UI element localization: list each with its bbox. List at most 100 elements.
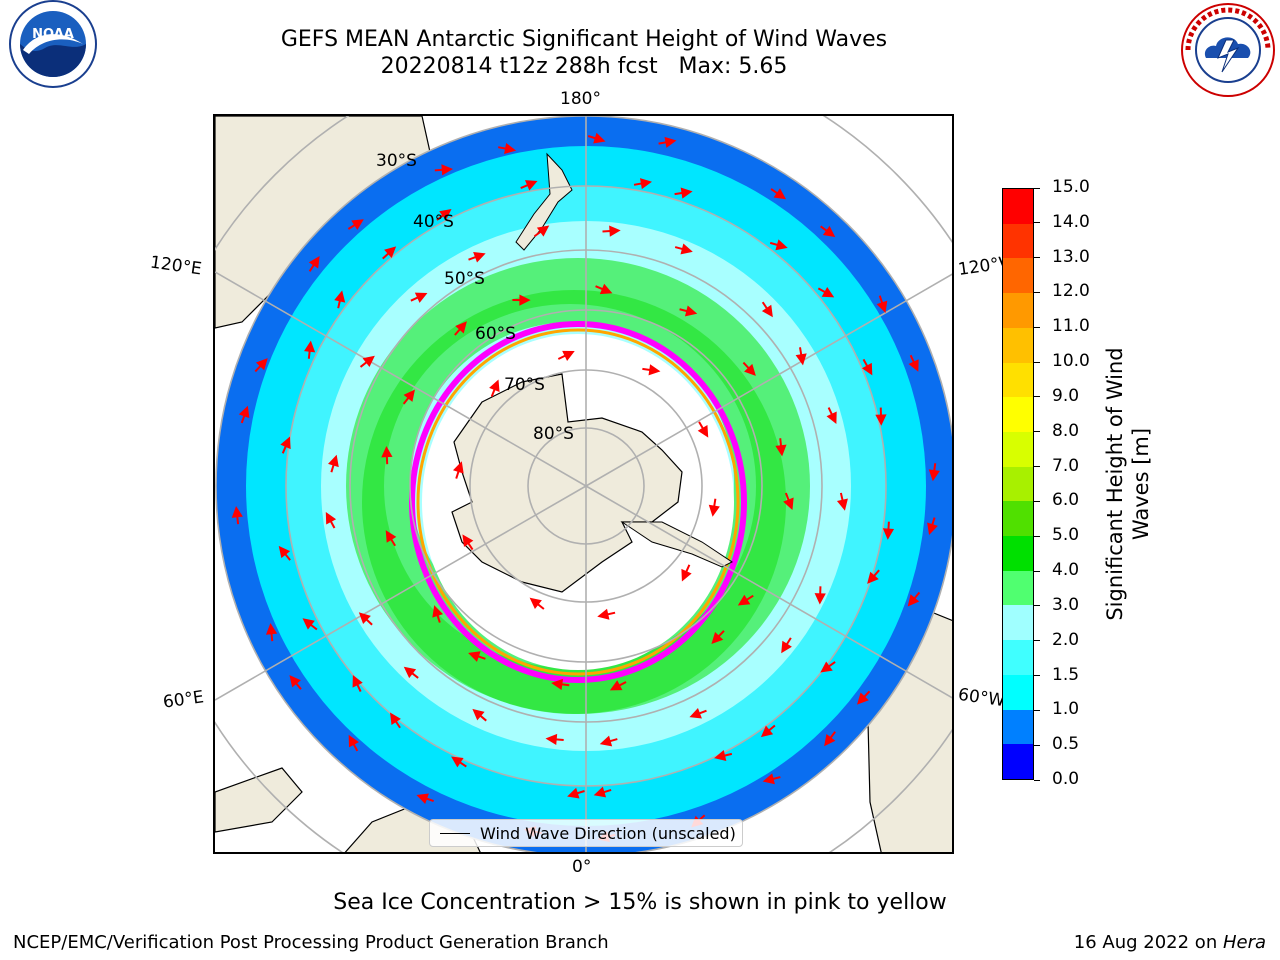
wind-arrow-head [820, 661, 833, 673]
wind-arrow-head [907, 594, 920, 607]
wind-arrow-head [238, 405, 250, 419]
noaa-logo-text: NOAA [32, 27, 74, 42]
wind-arrow-head [473, 251, 486, 263]
colorbar-label-line1: Significant Height of Wind [1103, 347, 1127, 621]
legend-line-sample [440, 833, 470, 834]
colorbar-tick-label: 14.0 [1052, 211, 1090, 232]
wind-wave-arrows [231, 132, 940, 843]
wind-arrow-head [562, 350, 575, 361]
colorbar-tick-label: 11.0 [1052, 316, 1090, 337]
wind-arrow-head [737, 594, 751, 606]
lon-label-180: 180° [560, 89, 601, 109]
colorbar-tick [1034, 431, 1040, 433]
wind-arrow-head [265, 623, 278, 635]
wind-arrow-head [384, 246, 397, 259]
colorbar-label: Significant Height of Wind Waves [m] [1102, 284, 1154, 684]
wind-arrow-head [381, 445, 393, 458]
noaa-logo: NOAA [9, 0, 97, 88]
wind-arrow-head [452, 461, 464, 474]
colorbar-tick [1034, 640, 1040, 642]
wind-arrow-head [664, 136, 677, 148]
wind-arrow-head [599, 735, 613, 747]
colorbar-bin [1003, 501, 1033, 537]
colorbar-tick [1034, 779, 1040, 781]
wind-arrow-head [697, 425, 709, 438]
wind-arrow-head [468, 651, 481, 662]
wind-arrow-head [711, 632, 724, 645]
wind-arrow-head [775, 239, 788, 251]
wind-arrow-head [352, 675, 363, 688]
wind-arrow-head [334, 290, 346, 303]
chart-title-line2: 20220814 t12z 288h fcst Max: 5.65 [380, 54, 788, 79]
wind-arrow-head [708, 504, 720, 517]
wind-arrow-head [519, 294, 531, 306]
wind-arrow-head [472, 708, 485, 721]
wind-arrow-head [567, 787, 580, 799]
colorbar-tick-label: 15.0 [1052, 177, 1090, 197]
colorbar-tick [1034, 257, 1040, 259]
lat-label-60s: 60°S [475, 324, 516, 344]
colorbar-bin [1003, 431, 1033, 467]
colorbar-tick-label: 1.5 [1052, 664, 1080, 685]
colorbar-tick-label: 12.0 [1052, 281, 1090, 302]
colorbar-tick [1034, 466, 1040, 468]
wind-arrow-head [304, 340, 316, 353]
wind-arrow-head [680, 187, 693, 199]
colorbar-bin [1003, 293, 1033, 328]
colorbar-bin [1003, 189, 1033, 224]
wind-arrow-head [928, 469, 940, 482]
colorbar-tick-label: 5.0 [1052, 525, 1080, 546]
wind-arrow-head [836, 498, 848, 511]
wind-arrow-head [302, 618, 315, 630]
antarctica-land [451, 373, 683, 593]
colorbar-tick [1034, 222, 1040, 224]
wind-arrow-head [714, 750, 727, 761]
lon-label-120e: 120°E [148, 252, 203, 280]
wind-arrow-head [280, 436, 291, 450]
colorbar-bin [1003, 327, 1033, 363]
wind-arrow-head [821, 286, 835, 298]
colorbar-label-line2: Waves [m] [1129, 427, 1153, 541]
wind-arrow-head [362, 355, 375, 368]
wind-arrow-head [867, 571, 879, 584]
wind-arrow-head [551, 678, 564, 690]
colorbar-tick [1034, 709, 1040, 711]
colorbar-bin [1003, 570, 1033, 606]
colorbar-tick-label: 0.5 [1052, 734, 1080, 755]
map-legend: Wind Wave Direction (unscaled) [429, 819, 743, 847]
wind-arrow-head [814, 593, 826, 605]
wind-arrow-head [861, 362, 873, 376]
colorbar-bin [1003, 258, 1033, 294]
wind-arrow-head [593, 786, 607, 798]
colorbar-tick-label: 4.0 [1052, 560, 1080, 581]
footer-date: 16 Aug 2022 on Hera [1074, 932, 1266, 953]
colorbar-tick-label: 3.0 [1052, 594, 1080, 615]
wind-arrow-head [351, 219, 364, 231]
colorbar-bin [1003, 605, 1033, 641]
wind-arrow-head [289, 675, 301, 688]
wind-arrow-head [639, 178, 652, 190]
wind-arrow-head [385, 530, 397, 543]
wind-arrow-head [762, 773, 775, 785]
wind-arrow-head [824, 733, 836, 747]
colorbar-bin [1003, 397, 1033, 432]
wind-arrow-head [927, 522, 938, 535]
wind-arrow-head [681, 568, 692, 582]
wind-arrow-head [875, 414, 887, 426]
legend-label: Wind Wave Direction (unscaled) [480, 824, 736, 843]
lat-label-80s: 80°S [533, 424, 574, 444]
wind-arrow-head [462, 534, 474, 547]
wind-arrow-head [795, 353, 807, 366]
wind-arrow-head [680, 243, 693, 255]
wind-arrow-head [308, 256, 320, 269]
colorbar-bin [1003, 223, 1033, 259]
colorbar-tick [1034, 326, 1040, 328]
wind-arrow-head [597, 608, 610, 620]
colorbar [1002, 188, 1034, 780]
colorbar-tick [1034, 396, 1040, 398]
wind-arrow-head [441, 164, 453, 176]
wind-arrow-head [876, 300, 888, 314]
colorbar-tick [1034, 187, 1040, 189]
wind-arrow-head [403, 389, 415, 402]
colorbar-bin [1003, 362, 1033, 398]
